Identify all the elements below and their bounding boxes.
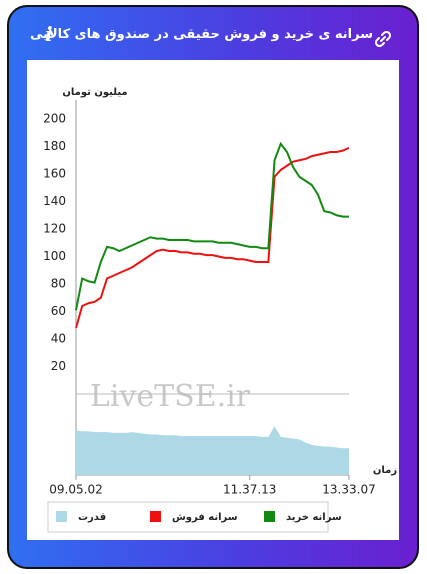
y-axis-label: میلیون تومان [62, 87, 127, 98]
series-line [75, 146, 350, 329]
legend-label: سرانه خرید [286, 512, 342, 523]
legend-swatch [264, 511, 275, 522]
link-icon[interactable] [375, 31, 391, 47]
legend-label: سرانه فروش [172, 512, 238, 523]
y-tick-label: 40 [51, 332, 66, 346]
y-tick-label: 60 [51, 304, 66, 318]
y-tick-label: 100 [43, 249, 66, 263]
header-title: سرانه ی خرید و فروش حقیقی در صندوق های ک… [29, 27, 373, 42]
y-tick-label: 120 [43, 222, 66, 236]
legend-swatch [150, 511, 161, 522]
x-tick-label: 09.05.02 [49, 483, 102, 497]
y-tick-label: 160 [43, 167, 66, 181]
watermark: LiveTSE.ir [90, 379, 251, 414]
info-icon[interactable]: i [45, 22, 53, 46]
y-tick-label: 180 [43, 139, 66, 153]
x-tick-label: 11.37.13 [223, 483, 276, 497]
x-tick-label: 13.33.07 [322, 483, 375, 497]
volume-area [76, 426, 349, 475]
y-tick-label: 140 [43, 194, 66, 208]
series-line [75, 141, 349, 311]
legend-swatch [56, 511, 67, 522]
y-tick-label: 20 [51, 359, 66, 373]
y-tick-label: 200 [43, 112, 66, 126]
legend-box [47, 501, 329, 533]
legend-label: قدرت [78, 512, 106, 523]
x-axis-label: زمان [373, 465, 397, 476]
y-tick-label: 80 [51, 277, 66, 291]
